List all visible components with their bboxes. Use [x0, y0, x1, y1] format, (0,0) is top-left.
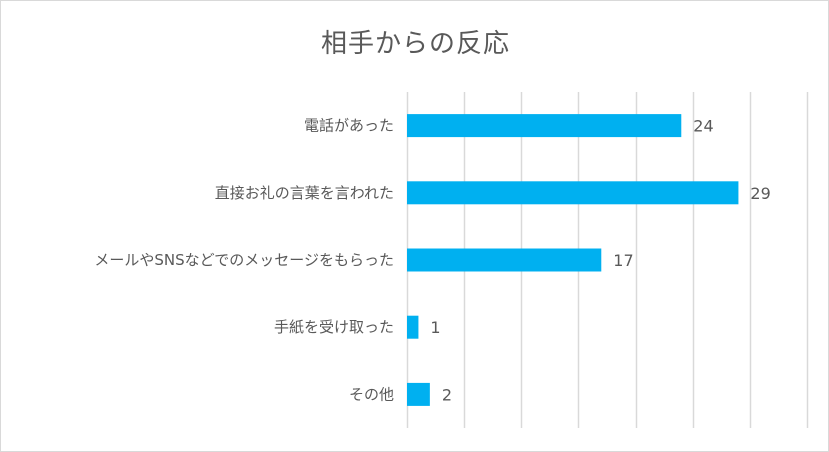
bar: [407, 114, 682, 138]
category-label: 直接お礼の言葉を言われた: [215, 184, 394, 202]
bar: [407, 248, 602, 272]
category-label: 電話があった: [304, 117, 394, 135]
value-label: 2: [442, 385, 452, 404]
value-labels: 24 29 17 1 2: [430, 117, 770, 405]
value-label: 1: [430, 318, 440, 337]
chart-title: 相手からの反応: [320, 29, 510, 59]
category-labels: 電話があった直接お礼の言葉を言われたメールやSNSなどでのメッセージをもらった手…: [94, 117, 394, 404]
value-label: 24: [693, 117, 713, 136]
value-label: 29: [750, 184, 770, 203]
category-label: その他: [349, 385, 394, 403]
category-label: メールやSNSなどでのメッセージをもらった: [94, 251, 394, 269]
bar: [407, 315, 419, 339]
bar: [407, 382, 430, 406]
bar: [407, 181, 739, 205]
category-label: 手紙を受け取った: [274, 318, 394, 336]
bars: [407, 114, 739, 406]
value-label: 17: [613, 251, 633, 270]
